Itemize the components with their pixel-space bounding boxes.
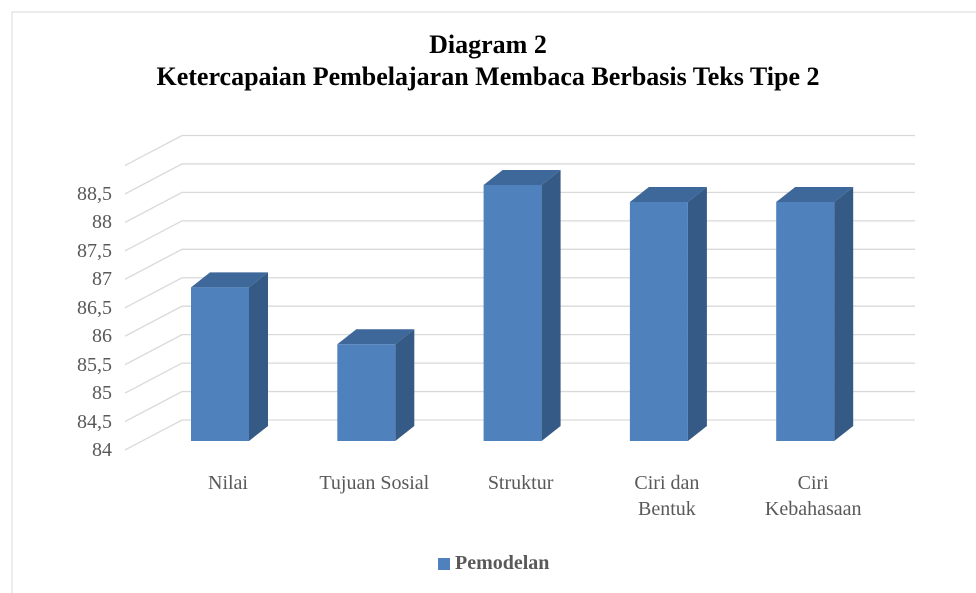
bar-top [191,272,268,288]
bar [629,187,707,441]
bar-side [395,329,415,441]
bar-front [191,287,249,441]
x-tick-label: Ciri Kebahasaan [764,472,862,520]
grid-line [124,134,915,167]
legend-swatch [438,558,450,570]
bar [776,187,854,441]
chart-border [11,11,976,593]
bar-top [483,169,561,185]
chart-subtitle: Ketercapaian Pembelajaran Membaca Berbas… [156,62,820,91]
bar-side [541,169,561,441]
y-tick-label: 84 [92,439,112,461]
x-tick-label: Struktur [487,472,554,494]
legend-label: Pemodelan [455,552,550,574]
bar-front [629,202,688,441]
bar-front [483,184,542,441]
bar-side [249,272,268,441]
bar-front [337,344,396,441]
x-tick-label: Tujuan Sosial [319,472,430,494]
y-tick-label: 86,5 [77,296,112,319]
y-tick-label: 87,5 [77,239,112,262]
y-tick-label: 85 [92,382,112,405]
grid-line [124,163,915,195]
y-tick-label: 86 [92,325,112,348]
bar-side [687,187,707,441]
bar-side [834,187,854,441]
bar-front [776,202,835,441]
y-tick-label: 88 [92,211,112,234]
x-tick-label: Ciri dan Bentuk [634,472,700,520]
bar [483,169,561,441]
y-tick-label: 88,5 [77,182,112,205]
bar [337,329,415,441]
bar [191,272,268,441]
y-tick-label: 85,5 [77,353,112,376]
x-tick-label: Nilai [208,472,248,494]
y-tick-label: 84,5 [77,410,112,433]
bar-top [337,329,415,345]
bar-top [629,187,707,203]
chart-title: Diagram 2 [429,30,547,59]
bar-top [776,187,854,203]
y-tick-label: 87 [92,268,112,291]
